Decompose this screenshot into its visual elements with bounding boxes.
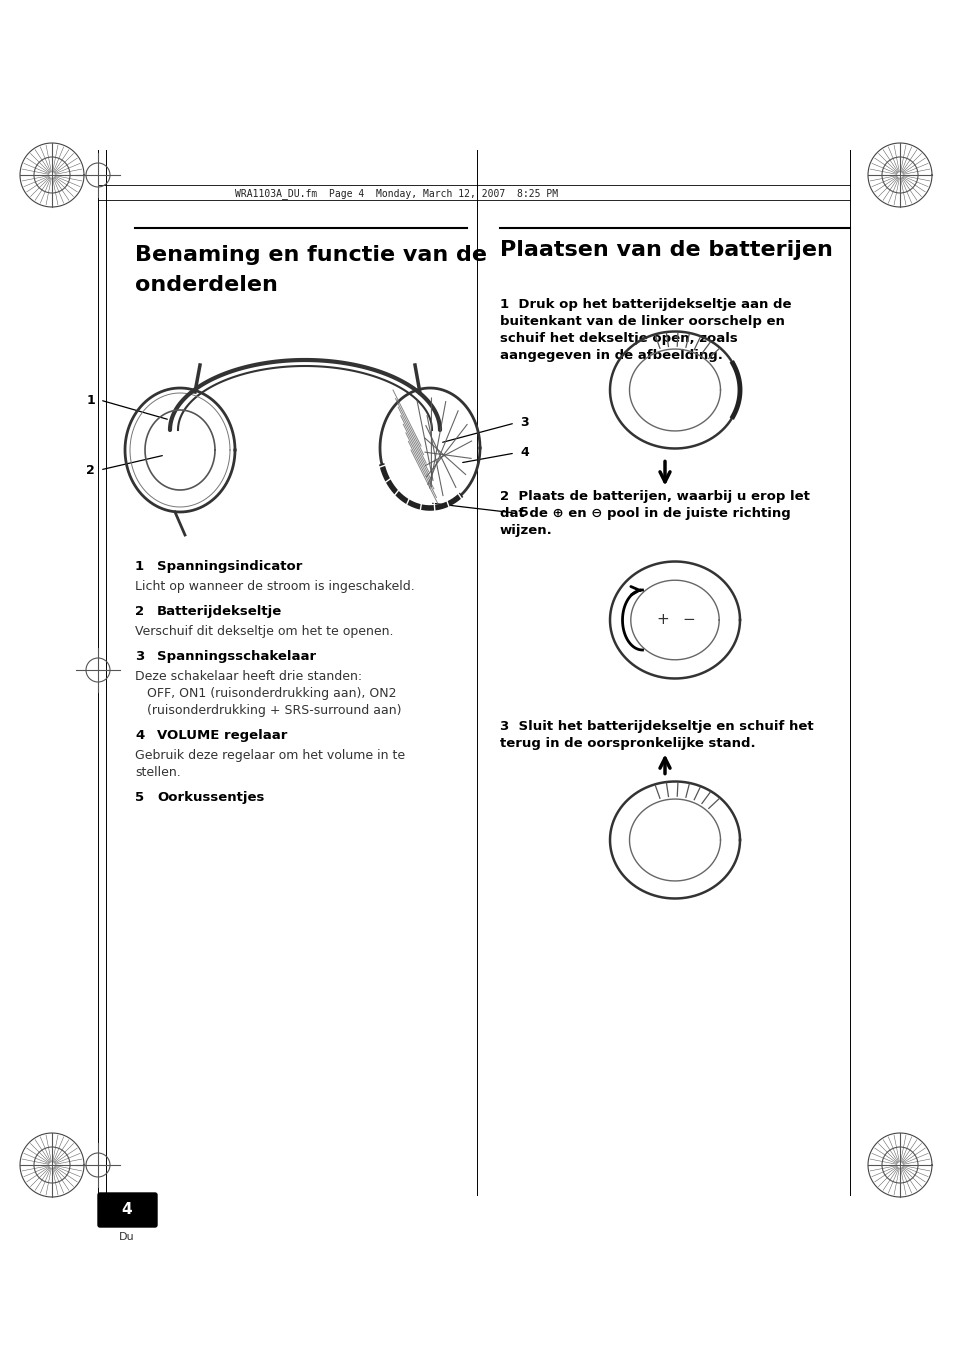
- Text: stellen.: stellen.: [135, 766, 180, 780]
- Text: 4: 4: [135, 730, 144, 742]
- Text: Licht op wanneer de stroom is ingeschakeld.: Licht op wanneer de stroom is ingeschake…: [135, 580, 415, 593]
- Text: (ruisonderdrukking + SRS-surround aan): (ruisonderdrukking + SRS-surround aan): [135, 704, 401, 717]
- Text: Oorkussentjes: Oorkussentjes: [157, 790, 264, 804]
- Text: Gebruik deze regelaar om het volume in te: Gebruik deze regelaar om het volume in t…: [135, 748, 405, 762]
- Text: 5: 5: [135, 790, 144, 804]
- Text: dat de ⊕ en ⊖ pool in de juiste richting: dat de ⊕ en ⊖ pool in de juiste richting: [499, 507, 790, 520]
- Text: 4: 4: [519, 446, 528, 459]
- Text: Du: Du: [119, 1232, 134, 1242]
- Text: 1: 1: [86, 393, 95, 407]
- Text: buitenkant van de linker oorschelp en: buitenkant van de linker oorschelp en: [499, 315, 784, 328]
- Polygon shape: [867, 143, 931, 207]
- Text: 1: 1: [135, 561, 144, 573]
- Polygon shape: [867, 1133, 931, 1197]
- Text: Verschuif dit dekseltje om het te openen.: Verschuif dit dekseltje om het te openen…: [135, 626, 393, 638]
- Text: schuif het dekseltje open, zoals: schuif het dekseltje open, zoals: [499, 332, 737, 345]
- Text: Spanningsindicator: Spanningsindicator: [157, 561, 302, 573]
- Text: OFF, ON1 (ruisonderdrukking aan), ON2: OFF, ON1 (ruisonderdrukking aan), ON2: [135, 688, 396, 700]
- Text: Plaatsen van de batterijen: Plaatsen van de batterijen: [499, 240, 832, 259]
- Text: Deze schakelaar heeft drie standen:: Deze schakelaar heeft drie standen:: [135, 670, 362, 684]
- Text: onderdelen: onderdelen: [135, 276, 277, 295]
- Polygon shape: [20, 1133, 84, 1197]
- Text: VOLUME regelaar: VOLUME regelaar: [157, 730, 287, 742]
- Text: 5: 5: [519, 507, 528, 520]
- Text: 3  Sluit het batterijdekseltje en schuif het: 3 Sluit het batterijdekseltje en schuif …: [499, 720, 813, 734]
- Text: Benaming en functie van de: Benaming en functie van de: [135, 245, 486, 265]
- Polygon shape: [20, 143, 84, 207]
- Text: −: −: [682, 612, 695, 627]
- Text: 2: 2: [86, 463, 95, 477]
- Text: Spanningsschakelaar: Spanningsschakelaar: [157, 650, 315, 663]
- Text: wijzen.: wijzen.: [499, 524, 552, 536]
- Text: 3: 3: [519, 416, 528, 430]
- Text: 2  Plaats de batterijen, waarbij u erop let: 2 Plaats de batterijen, waarbij u erop l…: [499, 490, 809, 503]
- Text: terug in de oorspronkelijke stand.: terug in de oorspronkelijke stand.: [499, 738, 755, 750]
- Text: +: +: [656, 612, 669, 627]
- Text: 4: 4: [122, 1202, 132, 1217]
- Text: 1  Druk op het batterijdekseltje aan de: 1 Druk op het batterijdekseltje aan de: [499, 299, 791, 311]
- Text: WRA1103A_DU.fm  Page 4  Monday, March 12, 2007  8:25 PM: WRA1103A_DU.fm Page 4 Monday, March 12, …: [234, 189, 558, 200]
- Text: Batterijdekseltje: Batterijdekseltje: [157, 605, 282, 617]
- Text: 2: 2: [135, 605, 144, 617]
- Text: aangegeven in de afbeelding.: aangegeven in de afbeelding.: [499, 349, 722, 362]
- Text: 3: 3: [135, 650, 144, 663]
- FancyBboxPatch shape: [98, 1193, 157, 1227]
